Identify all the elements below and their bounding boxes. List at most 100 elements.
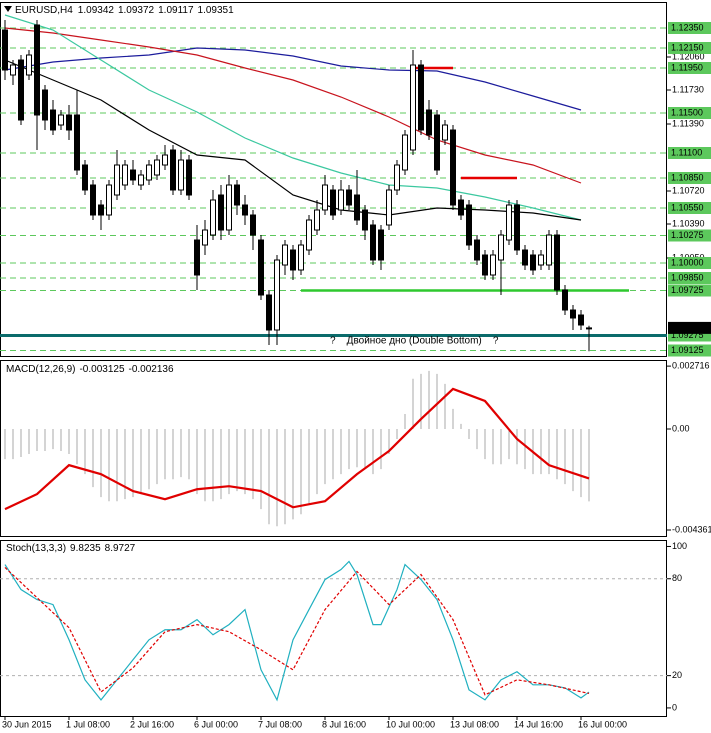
candle-body — [58, 114, 64, 126]
candle-body — [146, 164, 152, 181]
level-label: 1.11950 — [671, 62, 703, 72]
candle-body — [122, 164, 128, 186]
indicator-line — [4, 14, 582, 221]
candle-body — [490, 254, 496, 276]
candle-body — [586, 327, 592, 330]
candle-body — [370, 224, 376, 261]
x-tick-label: 1 Jul 08:00 — [66, 719, 110, 729]
candle-body — [282, 244, 288, 266]
level-label-box — [668, 22, 711, 34]
level-label: 1.10000 — [671, 257, 704, 267]
low-value: 1.09117 — [158, 5, 194, 16]
level-label: 1.12150 — [671, 42, 704, 52]
candle-body — [90, 184, 96, 216]
candle-body — [50, 109, 56, 131]
indicator-line — [4, 560, 590, 702]
candle-body — [194, 239, 200, 276]
candle-body — [354, 194, 360, 221]
candle-body — [218, 194, 224, 231]
candle-body — [114, 164, 120, 196]
high-value: 1.09372 — [118, 5, 155, 16]
candle-body — [98, 204, 104, 216]
candle-body — [514, 204, 520, 251]
x-tick-label: 16 Jul 00:00 — [578, 719, 627, 729]
candle-body — [298, 244, 304, 271]
close-value: 1.09351 — [198, 5, 235, 16]
candle-body — [570, 309, 576, 319]
y-tick-label: 1.11390 — [672, 118, 704, 128]
candle-body — [106, 184, 112, 216]
menu-triangle[interactable] — [4, 6, 12, 12]
indicator-line — [4, 47, 582, 111]
indicator-line — [4, 59, 582, 221]
candle-body — [202, 229, 208, 246]
candle-body — [82, 164, 88, 191]
candle-body — [458, 199, 464, 216]
level-label-box — [668, 272, 711, 284]
y-tick-label: 0 — [672, 702, 677, 712]
candle-body — [530, 254, 536, 271]
candle-body — [538, 254, 544, 266]
candle-body — [410, 64, 416, 151]
candle-body — [234, 184, 240, 206]
y-tick-label: 80 — [672, 573, 682, 583]
candle-body — [34, 24, 40, 116]
candle-body — [322, 184, 328, 211]
candle-body — [130, 169, 136, 181]
indicator-line — [4, 567, 590, 696]
y-tick-label: 1.10390 — [672, 218, 705, 228]
y-tick-label: 20 — [672, 670, 682, 680]
level-label-box — [668, 172, 711, 184]
candle-body — [26, 54, 32, 76]
macd-legend: MACD(12,26,9) -0.003125 -0.002136 — [6, 364, 174, 375]
candle-body — [442, 124, 448, 141]
x-tick-label: 13 Jul 08:00 — [450, 719, 499, 729]
candle-body — [554, 234, 560, 291]
level-label: 1.12350 — [671, 22, 704, 32]
candle-body — [522, 249, 528, 266]
candle-body — [466, 204, 472, 246]
pane-frame — [0, 360, 667, 537]
x-tick-label: 2 Jul 16:00 — [130, 719, 174, 729]
level-label-box — [668, 147, 711, 159]
candle-body — [178, 159, 184, 191]
candle-body — [10, 64, 16, 76]
indicator-line — [4, 387, 590, 511]
x-tick-label: 10 Jul 00:00 — [386, 719, 435, 729]
stoch-main-value: 9.8235 — [70, 543, 101, 554]
candle-body — [314, 209, 320, 231]
level-label: 1.10850 — [671, 172, 704, 182]
stoch-legend: Stoch(13,3,3) 9.8235 8.9727 — [6, 543, 136, 554]
signal-value: -0.002136 — [129, 364, 174, 375]
main-legend: EURUSD,H4 1.09342 1.09372 1.09117 1.09351 — [15, 5, 234, 16]
candle-body — [402, 134, 408, 171]
candle-body — [66, 114, 72, 131]
candle-body — [186, 159, 192, 196]
x-tick-label: 7 Jul 08:00 — [258, 719, 302, 729]
x-tick-label: 30 Jun 2015 — [2, 719, 52, 729]
x-tick-label: 6 Jul 00:00 — [194, 719, 238, 729]
pane-frame — [0, 2, 667, 357]
level-label: 1.11100 — [671, 147, 702, 157]
candle-body — [162, 154, 168, 166]
candle-body — [418, 64, 424, 131]
candle-body — [2, 29, 8, 71]
candle-body — [226, 184, 232, 231]
level-label: 1.09125 — [671, 345, 704, 355]
y-tick-label: 1.12060 — [672, 51, 705, 61]
candle-body — [274, 259, 280, 331]
level-label: 1.11500 — [671, 107, 703, 117]
y-tick-label: 100 — [672, 541, 687, 551]
candle-body — [170, 149, 176, 191]
candle-body — [474, 239, 480, 261]
current-price-box — [668, 321, 711, 334]
candle-body — [546, 234, 552, 266]
candle-body — [426, 109, 432, 136]
candle-body — [346, 189, 352, 206]
x-tick-label: 14 Jul 16:00 — [514, 719, 563, 729]
candle-body — [242, 204, 248, 216]
annotation: ? Двойное дно (Double Bottom) ? — [330, 336, 499, 347]
candle-body — [506, 204, 512, 241]
